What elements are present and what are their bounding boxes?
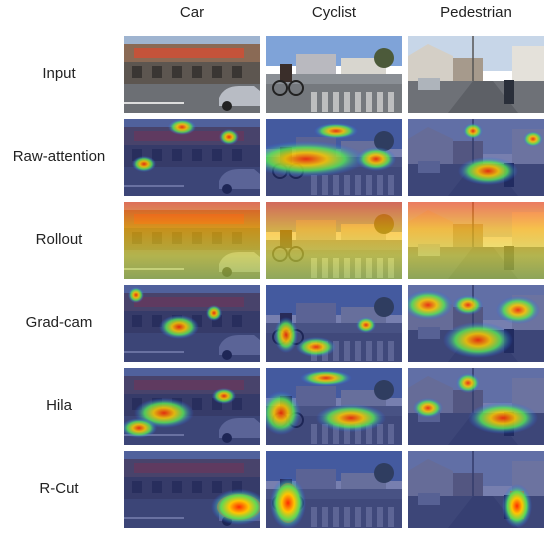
row-label-grad-cam: Grad-cam	[25, 314, 93, 331]
rollout-cyclist-image	[266, 202, 402, 279]
raw-cyclist-svg	[266, 119, 402, 196]
rollout-car-image	[124, 202, 260, 279]
rollout-pedestrian-svg	[408, 202, 544, 279]
rcut-car-svg	[124, 451, 260, 528]
column-header-car: Car	[179, 4, 205, 21]
rollout-pedestrian-image	[408, 202, 544, 279]
rollout-cyclist-svg	[266, 202, 402, 279]
input-car-svg	[124, 36, 260, 113]
hila-cyclist-svg	[266, 368, 402, 445]
column-header-cyclist: Cyclist	[311, 4, 357, 21]
gradcam-pedestrian-image	[408, 285, 544, 362]
rcut-cyclist-svg	[266, 451, 402, 528]
gradcam-car-svg	[124, 285, 260, 362]
row-label-raw-attention: Raw-attention	[12, 148, 106, 165]
raw-pedestrian-image	[408, 119, 544, 196]
gradcam-cyclist-svg	[266, 285, 402, 362]
rcut-car-image	[124, 451, 260, 528]
raw-cyclist-image	[266, 119, 402, 196]
row-label-rollout: Rollout	[35, 231, 83, 248]
gradcam-car-image	[124, 285, 260, 362]
hila-car-svg	[124, 368, 260, 445]
rcut-pedestrian-image	[408, 451, 544, 528]
hila-pedestrian-svg	[408, 368, 544, 445]
input-car-image	[124, 36, 260, 113]
rcut-cyclist-image	[266, 451, 402, 528]
row-label-hila: Hila	[46, 397, 72, 414]
gradcam-cyclist-image	[266, 285, 402, 362]
hila-cyclist-image	[266, 368, 402, 445]
input-pedestrian-svg	[408, 36, 544, 113]
input-cyclist-image	[266, 36, 402, 113]
row-label-input: Input	[42, 65, 76, 82]
rcut-pedestrian-svg	[408, 451, 544, 528]
hila-pedestrian-image	[408, 368, 544, 445]
rollout-car-svg	[124, 202, 260, 279]
input-pedestrian-image	[408, 36, 544, 113]
hila-car-image	[124, 368, 260, 445]
raw-car-svg	[124, 119, 260, 196]
raw-car-image	[124, 119, 260, 196]
input-cyclist-svg	[266, 36, 402, 113]
column-header-pedestrian: Pedestrian	[440, 4, 512, 21]
gradcam-pedestrian-svg	[408, 285, 544, 362]
row-label-r-cut: R-Cut	[39, 480, 79, 497]
raw-pedestrian-svg	[408, 119, 544, 196]
